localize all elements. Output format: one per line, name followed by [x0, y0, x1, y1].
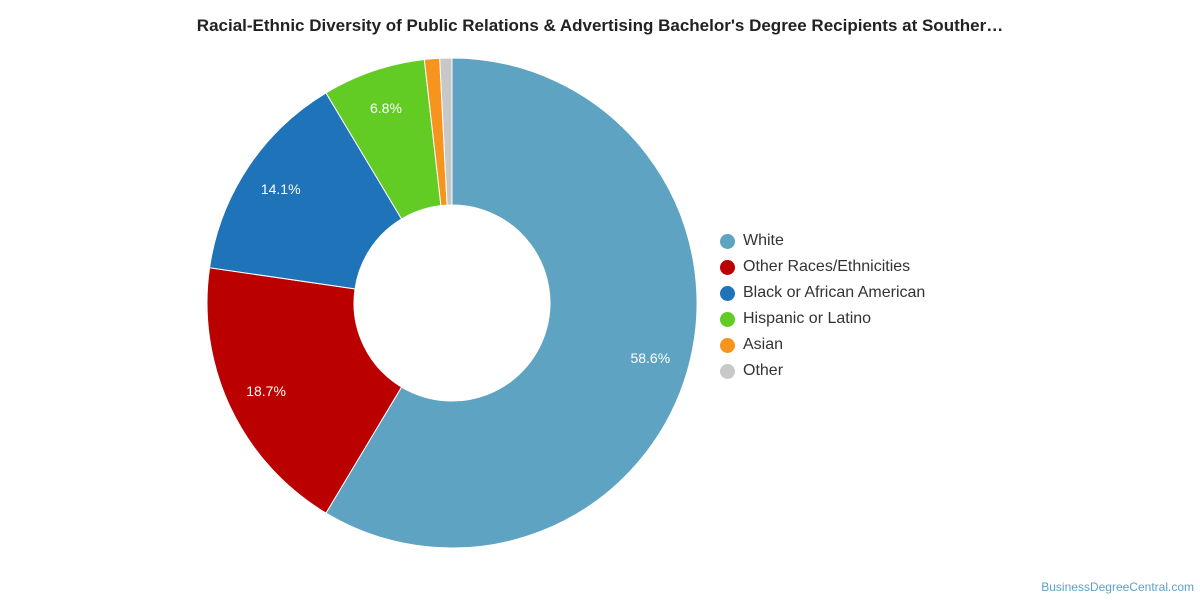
legend-item[interactable]: White — [720, 228, 925, 254]
legend-label: Black or African American — [743, 284, 926, 301]
slice-other[interactable] — [439, 57, 453, 206]
legend-label: Other Races/Ethnicities — [743, 258, 911, 275]
slices-group — [206, 57, 698, 549]
chart-title: Racial-Ethnic Diversity of Public Relati… — [196, 16, 1004, 35]
legend-label: White — [743, 232, 784, 249]
legend-marker-icon — [720, 259, 735, 275]
watermark[interactable]: BusinessDegreeCentral.com — [1041, 580, 1194, 594]
legend-marker-icon — [720, 311, 735, 327]
slice-label: 14.1% — [261, 181, 301, 197]
legend-label: Asian — [743, 336, 784, 353]
legend-label: Other — [743, 362, 784, 379]
legend-item[interactable]: Other — [720, 358, 925, 384]
legend-marker-icon — [720, 337, 735, 353]
legend: White Other Races/Ethnicities Black or Afr… — [720, 228, 925, 384]
slice-other-races-ethnicities[interactable] — [206, 267, 403, 514]
slice-label: 58.6% — [630, 350, 670, 366]
slice-label: 18.7% — [246, 383, 286, 399]
slice-label: 6.8% — [370, 100, 402, 116]
legend-marker-icon — [720, 363, 735, 379]
slice-white[interactable] — [325, 57, 698, 549]
legend-marker-icon — [720, 285, 735, 301]
legend-item[interactable]: Hispanic or Latino — [720, 306, 925, 332]
slice-labels-group: 58.6% 18.7% 14.1% 6.8% — [246, 100, 670, 399]
legend-item[interactable]: Other Races/Ethnicities — [720, 254, 925, 280]
legend-label: Hispanic or Latino — [743, 310, 872, 327]
legend-item[interactable]: Black or African American — [720, 280, 925, 306]
slice-black-or-african-american[interactable] — [208, 92, 403, 290]
legend-marker-icon — [720, 233, 735, 249]
legend-item[interactable]: Asian — [720, 332, 925, 358]
